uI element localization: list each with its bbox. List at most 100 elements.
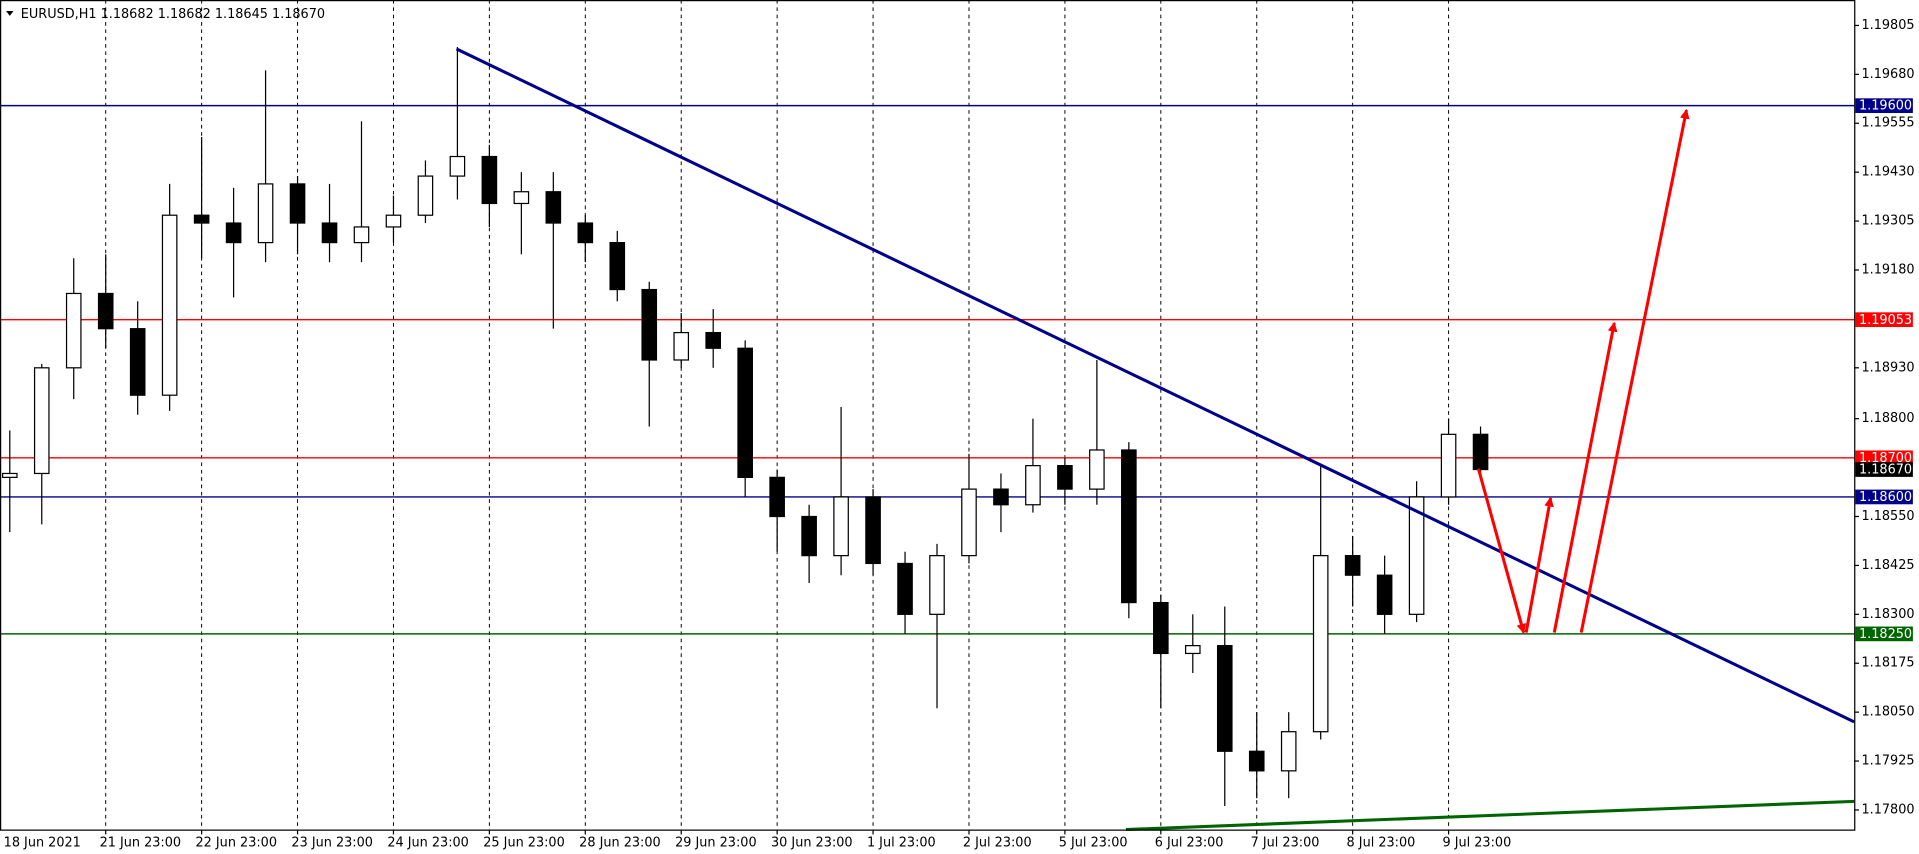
price-label: 1.18250 bbox=[1859, 627, 1912, 642]
candle-body bbox=[481, 155, 498, 205]
plot-frame bbox=[0, 0, 1856, 831]
price-label-box bbox=[1855, 489, 1913, 505]
y-tick-label: 1.19555 bbox=[1861, 116, 1914, 131]
candle-body bbox=[1184, 645, 1201, 655]
candle-body bbox=[385, 214, 402, 228]
x-tick-label: 24 Jun 23:00 bbox=[387, 835, 469, 850]
candle-body bbox=[1472, 433, 1489, 471]
y-tick-label: 1.18300 bbox=[1861, 607, 1914, 622]
price-label: 1.18600 bbox=[1859, 490, 1912, 505]
y-tick-label: 1.18050 bbox=[1861, 705, 1914, 720]
arrow bbox=[1524, 496, 1554, 633]
current-price-box bbox=[1855, 462, 1913, 477]
arrow bbox=[1476, 468, 1527, 634]
arrow bbox=[1552, 321, 1618, 633]
candle-body bbox=[353, 226, 370, 244]
arrow bbox=[1579, 108, 1690, 633]
candle-body bbox=[33, 367, 50, 475]
x-tick-label: 30 Jun 23:00 bbox=[771, 835, 853, 850]
menu-triangle bbox=[6, 11, 14, 16]
x-tick-label: 22 Jun 23:00 bbox=[196, 835, 278, 850]
candles-layer bbox=[1, 46, 1489, 807]
candle-body bbox=[1121, 449, 1137, 604]
x-tick-label: 21 Jun 23:00 bbox=[100, 835, 182, 850]
trendline bbox=[455, 47, 1855, 724]
candle-body bbox=[641, 288, 658, 361]
x-tick-label: 1 Jul 23:00 bbox=[867, 835, 936, 850]
candle-body bbox=[193, 214, 210, 224]
candle-body bbox=[865, 496, 881, 565]
candle-body bbox=[961, 488, 977, 557]
candle-body bbox=[1376, 574, 1393, 615]
price-label-box bbox=[1855, 450, 1913, 466]
x-tick-label: 7 Jul 23:00 bbox=[1251, 835, 1320, 850]
candle-body bbox=[65, 292, 82, 369]
candle-body bbox=[1025, 465, 1041, 506]
y-tick-label: 1.17925 bbox=[1861, 754, 1914, 769]
candle-body bbox=[545, 191, 562, 224]
y-tick-label: 1.17800 bbox=[1861, 802, 1914, 817]
candle-body bbox=[1, 472, 18, 478]
candle-body bbox=[1312, 555, 1329, 733]
candle-body bbox=[513, 191, 530, 205]
candle-body bbox=[1153, 601, 1169, 655]
candle-body bbox=[1248, 750, 1265, 772]
candle-body bbox=[801, 515, 817, 557]
price-label-box bbox=[1855, 312, 1913, 328]
candle-body bbox=[929, 555, 945, 615]
candle-body bbox=[1057, 465, 1073, 490]
price-label: 1.19600 bbox=[1859, 99, 1912, 114]
candle-body bbox=[1408, 496, 1425, 615]
candle-body bbox=[129, 328, 146, 396]
y-tick-label: 1.19805 bbox=[1861, 18, 1914, 33]
candle-body bbox=[1216, 645, 1233, 752]
y-tick-label: 1.19680 bbox=[1861, 67, 1914, 82]
candle-body bbox=[705, 331, 722, 349]
candle-body bbox=[577, 222, 594, 244]
price-label-box bbox=[1855, 98, 1913, 113]
candle-body bbox=[161, 214, 178, 396]
y-tick-label: 1.18800 bbox=[1861, 411, 1914, 426]
price-label-box bbox=[1855, 626, 1913, 642]
arrows bbox=[1476, 108, 1690, 634]
candle-body bbox=[737, 347, 753, 478]
y-tick-label: 1.19430 bbox=[1861, 165, 1914, 180]
candle-body bbox=[833, 496, 849, 557]
candle-body bbox=[449, 155, 466, 177]
candle-body bbox=[225, 222, 242, 244]
x-tick-label: 9 Jul 23:00 bbox=[1442, 835, 1511, 850]
y-tick-label: 1.19305 bbox=[1861, 214, 1914, 229]
candle-body bbox=[993, 488, 1009, 506]
y-tick-label: 1.19180 bbox=[1861, 262, 1914, 277]
y-tick-label: 1.18930 bbox=[1861, 360, 1914, 375]
candle-body bbox=[289, 183, 306, 224]
x-tick-label: 2 Jul 23:00 bbox=[963, 835, 1032, 850]
candle-body bbox=[257, 183, 274, 244]
x-tick-label: 29 Jun 23:00 bbox=[675, 835, 757, 850]
x-tick-label: 5 Jul 23:00 bbox=[1059, 835, 1128, 850]
candle-body bbox=[417, 175, 434, 216]
candle-body bbox=[97, 292, 114, 330]
y-tick-label: 1.18425 bbox=[1861, 558, 1914, 573]
x-tick-label: 8 Jul 23:00 bbox=[1347, 835, 1416, 850]
candle-body bbox=[321, 222, 338, 244]
candle-body bbox=[1344, 555, 1361, 576]
candle-body bbox=[1440, 433, 1457, 498]
y-tick-label: 1.18175 bbox=[1861, 656, 1914, 671]
x-tick-label: 25 Jun 23:00 bbox=[483, 835, 565, 850]
candle-body bbox=[897, 562, 913, 615]
price-label: 1.18700 bbox=[1859, 451, 1912, 466]
current-price-label: 1.18670 bbox=[1859, 463, 1912, 478]
price-label: 1.19053 bbox=[1859, 313, 1912, 328]
chart-title: EURUSD,H1 1.18682 1.18682 1.18645 1.1867… bbox=[21, 7, 325, 22]
x-tick-label: 6 Jul 23:00 bbox=[1155, 835, 1224, 850]
candle-body bbox=[609, 241, 626, 291]
candle-body bbox=[1089, 449, 1105, 490]
axis-layer: 1.19805 1.19680 1.19555 1.19430 1.19305 1.191… bbox=[4, 18, 1915, 851]
candle-body bbox=[1280, 731, 1297, 772]
x-tick-label: 23 Jun 23:00 bbox=[291, 835, 373, 850]
x-tick-label: 28 Jun 23:00 bbox=[579, 835, 661, 850]
